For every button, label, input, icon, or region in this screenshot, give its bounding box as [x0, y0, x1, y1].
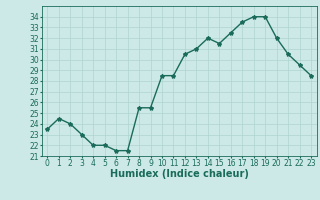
- X-axis label: Humidex (Indice chaleur): Humidex (Indice chaleur): [110, 169, 249, 179]
